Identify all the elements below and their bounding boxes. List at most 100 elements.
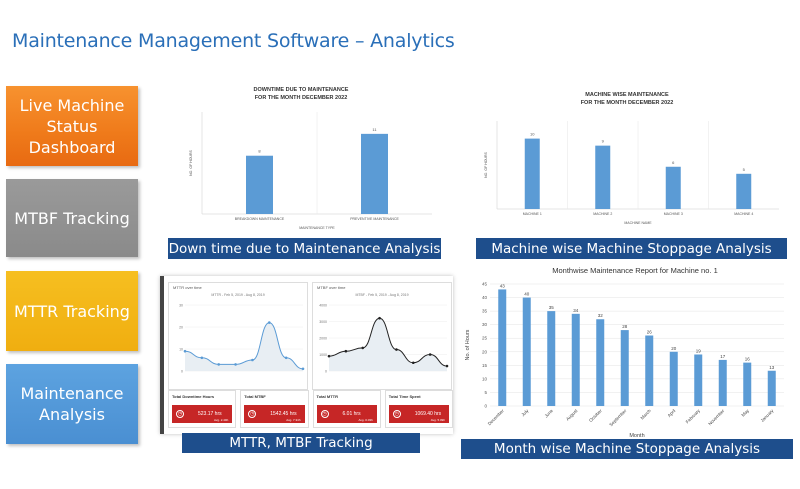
mtbf-line-chart: 0 1000 2000 3000 4000 [319, 304, 449, 374]
chart-bar [743, 362, 752, 406]
maintenance-analysis-button[interactable]: Maintenance Analysis [6, 364, 138, 444]
chart-title: MACHINE WISE MAINTENANCE [585, 92, 669, 98]
chart-bar [736, 173, 752, 209]
y-tick-label: 45 [482, 282, 488, 287]
live-machine-status-button[interactable]: Live Machine Status Dashboard [6, 86, 138, 166]
chart-bar [571, 313, 580, 406]
chart-subtitle: FOR THE MONTH DECEMBER 2022 [255, 95, 348, 101]
x-tick-label: December [487, 408, 506, 427]
x-axis-label: MACHINE NAME [624, 221, 652, 225]
data-point [200, 356, 204, 360]
chart-bar [645, 335, 654, 406]
downtime-chart-panel: DOWNTIME DUE TO MAINTENANCE FOR THE MONTH… [162, 80, 440, 236]
x-tick-label: BREAKDOWN MAINTENANCE [235, 217, 285, 221]
kpi-value: 1542.45 hrs [270, 411, 297, 417]
monthwise-chart-panel: Monthwise Maintenance Report for Machine… [460, 262, 790, 440]
x-tick-label: November [707, 408, 726, 427]
x-tick-label: August [565, 408, 579, 422]
mttr-tracking-button[interactable]: MTTR Tracking [6, 271, 138, 351]
data-label: 17 [720, 354, 726, 359]
data-label: 10 [530, 132, 535, 137]
kpi-label: Total Time Spent [388, 394, 421, 399]
kpi-value-bar: ◷ 523.17 hrs Avg. 2.49h [172, 405, 233, 423]
chart-bar [694, 354, 703, 406]
x-tick-label: April [667, 408, 677, 418]
data-label: 32 [598, 313, 604, 318]
data-label: 8 [258, 149, 261, 154]
chart-title: DOWNTIME DUE TO MAINTENANCE [254, 87, 349, 93]
data-point [445, 364, 449, 368]
chart-bar [595, 145, 611, 209]
x-tick-label: March [640, 408, 653, 421]
data-point [378, 316, 381, 320]
mtbf-chart-title: MTBF over time [317, 285, 346, 290]
y-tick-label: 30 [482, 322, 488, 327]
data-label: 16 [745, 357, 751, 362]
page-title: Maintenance Management Software – Analyt… [12, 30, 455, 52]
x-tick-label: February [685, 408, 702, 425]
data-point [217, 363, 221, 366]
chart-bar [620, 330, 629, 406]
data-label: 28 [622, 324, 628, 329]
chart-bar [596, 319, 605, 406]
chart-bar [665, 166, 681, 209]
x-tick-label: January [760, 408, 775, 423]
x-tick-label: PREVENTIVE MAINTENANCE [350, 217, 399, 221]
mtbf-chart-card: MTBF over time MTBF - Feb 5, 2019 - Aug … [312, 282, 452, 390]
machine-wise-caption: Machine wise Machine Stoppage Analysis [476, 238, 787, 259]
data-point [267, 321, 271, 324]
y-tick-label: 15 [482, 363, 488, 368]
mtbf-tracking-button[interactable]: MTBF Tracking [6, 179, 138, 257]
data-point [428, 353, 432, 356]
y-tick-label: 35 [482, 309, 488, 314]
chart-bar [524, 138, 540, 209]
chart-bar [522, 297, 531, 406]
y-tick-label: 0 [325, 370, 327, 374]
data-point [361, 346, 365, 350]
kpi-label: Total Downtime Hours [172, 394, 215, 399]
kpi-label: Total MTBF [244, 394, 266, 399]
y-tick-label: 20 [179, 326, 183, 330]
data-point [183, 349, 187, 353]
kpi-value: 6.01 hrs [342, 411, 361, 417]
line-area [329, 318, 447, 371]
kpi-value: 1069.40 hrs [414, 411, 442, 417]
kpi-avg: Avg. 0.03h [358, 418, 373, 422]
y-tick-label: 0 [484, 404, 487, 409]
kpi-avg: Avg. 7.34h [286, 418, 301, 422]
data-label: 11 [372, 127, 377, 132]
data-point [301, 367, 305, 371]
data-point [327, 354, 331, 358]
downtime-caption: Down time due to Maintenance Analysis [168, 238, 441, 259]
mttr-chart-card: MTTR over time MTTR - Feb 5, 2019 - Aug … [168, 282, 308, 390]
mttr-chart-subtitle: MTTR - Feb 5, 2019 - Aug 8, 2019 [211, 293, 265, 297]
y-tick-label: 10 [482, 376, 488, 381]
data-label: 35 [549, 305, 555, 310]
y-axis-label: NO. OF HOURS [484, 152, 488, 178]
chart-title: Monthwise Maintenance Report for Machine… [552, 266, 718, 275]
chart-bar [669, 351, 678, 406]
clock-icon: ◷ [176, 410, 184, 418]
x-tick-label: June [544, 408, 555, 419]
chart-bar [767, 370, 776, 406]
chart-bar [547, 311, 556, 406]
kpi-value-bar: ◷ 1069.40 hrs Avg. 5.09h [388, 405, 449, 423]
data-label: 40 [524, 292, 530, 297]
mttr-mtbf-caption: MTTR, MTBF Tracking [182, 433, 420, 453]
chart-bar [361, 133, 388, 214]
y-tick-label: 40 [482, 295, 488, 300]
data-point [234, 363, 237, 366]
y-axis-label: NO. OF HOURS [189, 150, 193, 176]
data-point [411, 361, 415, 365]
downtime-chart: DOWNTIME DUE TO MAINTENANCE FOR THE MONTH… [189, 87, 432, 230]
data-label: 19 [696, 348, 702, 353]
data-label: 13 [769, 365, 775, 370]
chart-subtitle: FOR THE MONTH DECEMBER 2022 [581, 100, 674, 106]
mtbf-chart-subtitle: MTBF - Feb 5, 2019 - Aug 8, 2019 [355, 293, 409, 297]
data-point [344, 349, 348, 353]
data-label: 6 [672, 160, 675, 165]
chart-bar [718, 359, 727, 406]
clock-icon: ◷ [248, 410, 257, 418]
x-tick-label: MACHINE 4 [734, 212, 753, 216]
x-tick-label: MACHINE 1 [523, 212, 542, 216]
